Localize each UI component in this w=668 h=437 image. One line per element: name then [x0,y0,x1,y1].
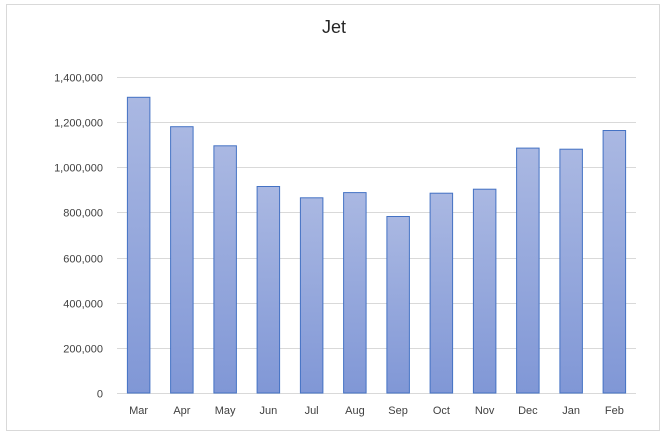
y-tick-label: 1,200,000 [54,118,103,130]
bar-oct [429,192,454,394]
x-tick-label: Dec [518,405,538,417]
y-tick-label: 600,000 [63,254,103,266]
bar-sep [386,216,410,394]
y-tick-label: 400,000 [63,299,103,311]
bar-nov [472,188,497,394]
x-tick-label: May [215,405,236,417]
x-tick-label: Sep [388,405,408,417]
y-tick-label: 800,000 [63,208,103,220]
y-tick-label: 0 [97,389,103,401]
bar-jan [559,148,583,394]
x-tick-label: Jun [260,405,278,417]
bar-dec [516,147,540,394]
bar-apr [170,126,194,394]
chart-area [6,4,660,431]
bar-jun [256,186,281,394]
x-tick-label: Jul [305,405,319,417]
x-tick-label: Oct [433,405,450,417]
y-tick-label: 1,400,000 [54,73,103,85]
bar-mar [126,96,151,394]
bar-may [213,145,237,394]
x-tick-label: Feb [605,405,624,417]
chart-title: Jet [321,17,346,37]
bar-aug [343,192,367,394]
y-tick-label: 200,000 [63,344,103,356]
x-tick-label: Aug [345,405,365,417]
bar-jul [299,197,324,394]
bar-feb [602,130,627,394]
y-tick-label: 1,000,000 [54,163,103,175]
x-tick-label: Mar [129,405,148,417]
x-tick-label: Jan [562,405,580,417]
x-tick-label: Nov [475,405,495,417]
x-tick-label: Apr [173,405,190,417]
